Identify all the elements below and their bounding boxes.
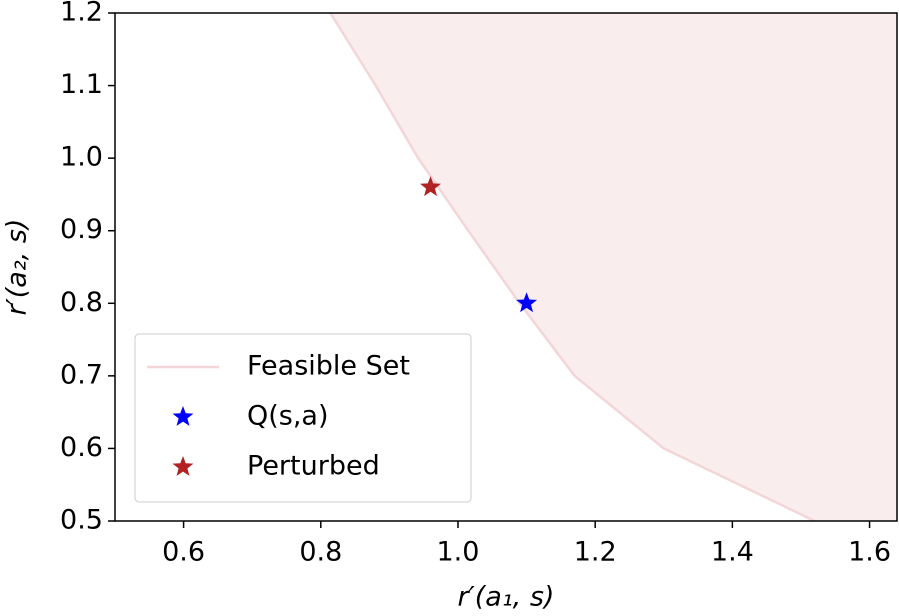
y-tick-label: 1.2 (60, 0, 103, 28)
plot-frame (114, 12, 898, 522)
y-axis-label: r′(a₂, s) (2, 219, 33, 316)
star-marker (516, 292, 538, 313)
x-tick-label: 1.0 (437, 537, 480, 568)
legend-label: Q(s,a) (247, 401, 329, 432)
star-marker (420, 176, 442, 197)
y-tick-label: 0.6 (60, 432, 103, 463)
y-tick-label: 1.0 (60, 142, 103, 173)
y-tick-label: 0.8 (60, 287, 103, 318)
feasible-line (329, 13, 816, 521)
x-tick-label: 1.6 (848, 537, 891, 568)
x-tick-label: 1.2 (574, 537, 617, 568)
legend-label: Feasible Set (247, 351, 410, 382)
legend-star (172, 456, 194, 476)
x-tick-label: 0.6 (162, 537, 205, 568)
feasible-area (330, 13, 897, 521)
x-tick-label: 0.8 (299, 537, 342, 568)
y-tick-label: 0.9 (60, 214, 103, 245)
y-tick-label: 0.7 (60, 359, 103, 390)
y-tick-label: 0.5 (60, 505, 103, 536)
legend-label: Perturbed (247, 451, 380, 482)
x-tick-label: 1.4 (711, 537, 754, 568)
y-tick-label: 1.1 (60, 69, 103, 100)
x-axis-label: r′(a₁, s) (458, 582, 555, 613)
legend-box (134, 333, 472, 503)
legend-star (172, 406, 194, 426)
